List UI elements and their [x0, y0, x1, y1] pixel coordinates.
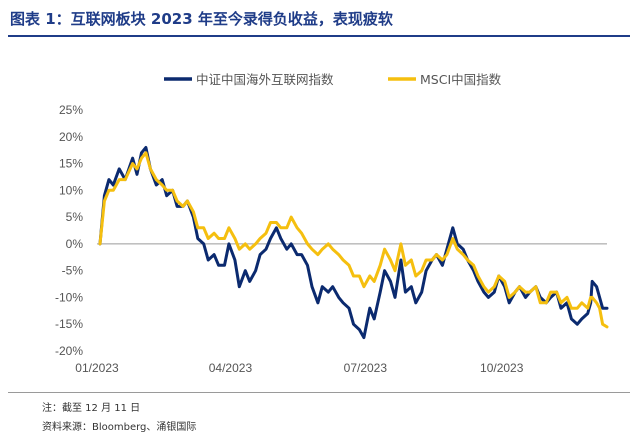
legend: 中证中国海外互联网指数 MSCI中国指数	[164, 72, 502, 87]
series-layer	[98, 146, 609, 340]
y-tick-label: 20%	[59, 130, 83, 144]
y-tick-label: -15%	[55, 317, 83, 331]
footnote: 注：截至 12 月 11 日	[42, 403, 141, 414]
y-tick-label: -20%	[55, 344, 83, 358]
y-tick-label: 10%	[59, 183, 83, 197]
y-tick-label: 0%	[66, 237, 84, 251]
y-tick-label: -5%	[62, 264, 84, 278]
title-divider	[8, 35, 630, 37]
x-tick-label: 07/2023	[344, 361, 388, 375]
y-tick-label: -10%	[55, 290, 83, 304]
x-tick-label: 10/2023	[480, 361, 524, 375]
legend-label-2: MSCI中国指数	[420, 72, 502, 87]
y-tick-label: 15%	[59, 157, 83, 171]
series-line-2	[98, 151, 609, 329]
y-tick-label: 5%	[66, 210, 84, 224]
x-tick-label: 04/2023	[209, 361, 253, 375]
line-chart: 中证中国海外互联网指数 MSCI中国指数 25% 20% 15% 10% 5% 0% -5% -…	[55, 72, 609, 375]
chart-title: 图表 1：互联网板块 2023 年至今录得负收益，表现疲软	[10, 10, 393, 28]
y-tick-label: 25%	[59, 103, 83, 117]
series-line-1	[98, 146, 609, 340]
x-axis-ticks: 01/2023 04/2023 07/2023 10/2023	[75, 361, 523, 375]
footer-divider	[8, 392, 630, 393]
y-axis-ticks: 25% 20% 15% 10% 5% 0% -5% -10% -15% -20%	[55, 103, 83, 358]
legend-label-1: 中证中国海外互联网指数	[196, 72, 334, 87]
source-note: 资料来源：Bloomberg、涌银国际	[42, 422, 197, 433]
x-tick-label: 01/2023	[75, 361, 119, 375]
